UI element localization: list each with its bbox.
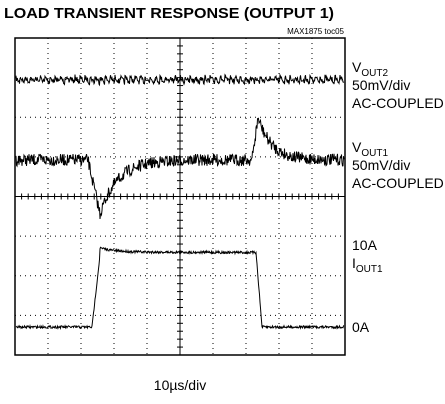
channel-scale: 50mV/div	[352, 77, 410, 93]
channel-label: VOUT1	[352, 139, 388, 159]
channel-label: IOUT1	[352, 255, 383, 275]
time-scale: 10µs/div	[154, 377, 206, 393]
figure-title: LOAD TRANSIENT RESPONSE (OUTPUT 1)	[4, 5, 334, 22]
figure-note: MAX1875 toc05	[287, 27, 344, 36]
vout1-trace	[15, 117, 345, 220]
channel-high-level: 10A	[352, 237, 378, 253]
vout2-trace	[15, 73, 345, 87]
iout1-trace	[15, 246, 345, 331]
channel-scale: 50mV/div	[352, 157, 410, 173]
channel-low-level: 0A	[352, 319, 370, 335]
channel-coupling: AC-COUPLED	[352, 95, 444, 111]
channel-coupling: AC-COUPLED	[352, 175, 444, 191]
channel-label: VOUT2	[352, 59, 388, 79]
traces	[15, 73, 345, 331]
